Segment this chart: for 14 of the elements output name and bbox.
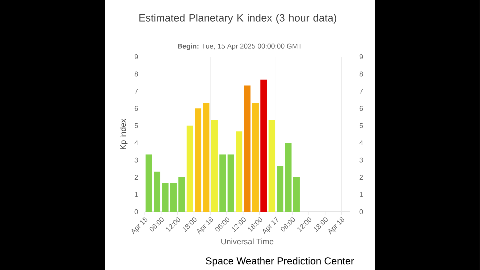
bar — [236, 132, 243, 212]
bar — [211, 120, 218, 212]
bar — [252, 102, 259, 212]
text: Space Weather Prediction Center — [206, 257, 354, 267]
bar — [260, 80, 268, 212]
x-axis-title: Universal Time — [222, 238, 274, 245]
bar — [220, 154, 226, 212]
chart-title: Estimated Planetary K index (3 hour data) — [140, 14, 337, 24]
bar — [268, 120, 276, 212]
y-axis-title: Kp index — [120, 119, 128, 150]
bar — [228, 154, 234, 212]
bar — [244, 86, 251, 212]
bar — [277, 166, 284, 212]
bar — [186, 126, 194, 212]
